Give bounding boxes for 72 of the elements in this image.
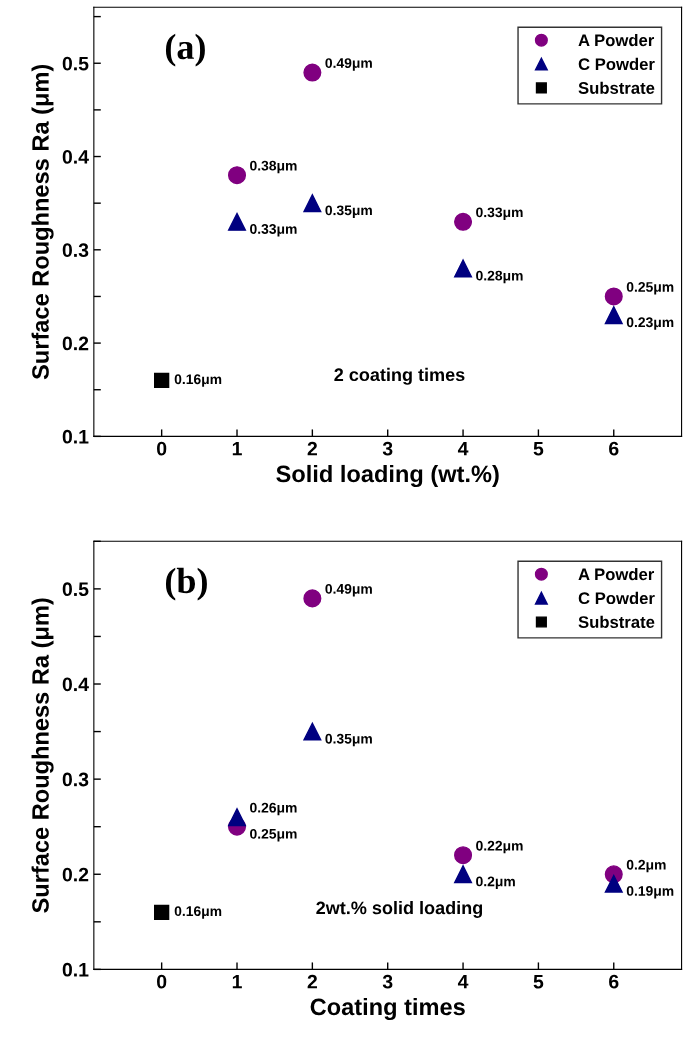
data-label: 0.38μm bbox=[250, 160, 297, 174]
data-label: 0.25μm bbox=[626, 282, 674, 295]
y-tick-label: 0.3 bbox=[62, 243, 89, 258]
legend-label: A Powder bbox=[578, 567, 655, 581]
x-tick-label: 1 bbox=[232, 441, 242, 456]
text: (b) bbox=[165, 567, 207, 601]
x-tick-label: 3 bbox=[382, 974, 393, 989]
x-tick-label: 3 bbox=[382, 441, 393, 456]
data-label: 0.26μm bbox=[250, 802, 297, 816]
point bbox=[303, 722, 322, 741]
x-axis-title: Coating times bbox=[310, 997, 465, 1021]
point bbox=[154, 372, 170, 389]
y-axis-title: Surface Roughness Ra (μm) bbox=[31, 598, 54, 913]
data-label: 0.28μm bbox=[476, 270, 523, 284]
legend-label: Substrate bbox=[578, 81, 655, 94]
annotation: 2 coating times bbox=[334, 367, 465, 385]
y-axis-title: Surface Roughness Ra (μm) bbox=[31, 64, 54, 380]
point bbox=[154, 904, 170, 920]
y-tick-label: 0.1 bbox=[62, 962, 89, 977]
x-tick-label: 0 bbox=[157, 441, 167, 456]
data-label: 0.23μm bbox=[626, 317, 674, 330]
data-label: 0.2μm bbox=[476, 876, 515, 890]
data-label: 0.49μm bbox=[325, 58, 372, 71]
data-label: 0.25μm bbox=[250, 828, 297, 842]
x-tick-label: 2 bbox=[307, 441, 317, 456]
point bbox=[303, 589, 322, 608]
point bbox=[303, 63, 322, 82]
y-tick-label: 0.4 bbox=[62, 150, 89, 164]
y-tick-label: 0.2 bbox=[62, 867, 89, 882]
point bbox=[227, 166, 247, 185]
x-tick-label: 5 bbox=[533, 441, 544, 456]
data-label: 0.19μm bbox=[626, 886, 674, 899]
point bbox=[604, 287, 623, 306]
x-tick-label: 1 bbox=[232, 974, 242, 989]
legend-label: Substrate bbox=[578, 615, 655, 628]
x-tick-label: 4 bbox=[457, 974, 469, 989]
y-tick-label: 0.2 bbox=[62, 336, 89, 351]
legend-label: C Powder bbox=[578, 591, 655, 605]
point bbox=[454, 846, 473, 865]
y-tick-label: 0.5 bbox=[62, 56, 89, 71]
data-label: 0.33μm bbox=[476, 207, 523, 220]
data-label: 0.33μm bbox=[250, 224, 297, 237]
x-tick-label: 0 bbox=[157, 974, 167, 989]
point bbox=[604, 874, 623, 893]
data-label: 0.35μm bbox=[325, 733, 372, 747]
y-tick-label: 0.4 bbox=[62, 677, 89, 692]
point bbox=[454, 865, 473, 884]
data-label: 0.35μm bbox=[325, 205, 372, 218]
text: (a) bbox=[165, 33, 205, 67]
point bbox=[454, 259, 473, 278]
annotation: 2wt.% solid loading bbox=[316, 901, 483, 918]
x-tick-label: 6 bbox=[609, 441, 619, 456]
data-label: 0.16μm bbox=[174, 374, 222, 387]
point bbox=[454, 212, 473, 231]
x-tick-label: 2 bbox=[307, 974, 317, 989]
data-label: 0.16μm bbox=[174, 906, 222, 919]
y-tick-label: 0.1 bbox=[62, 429, 89, 444]
data-label: 0.22μm bbox=[476, 840, 523, 854]
point bbox=[227, 212, 247, 231]
x-tick-label: 5 bbox=[533, 974, 544, 989]
y-tick-label: 0.3 bbox=[62, 772, 89, 787]
point bbox=[227, 808, 247, 827]
x-tick-label: 4 bbox=[457, 441, 469, 456]
legend-label: C Powder bbox=[578, 57, 655, 71]
point bbox=[604, 306, 623, 325]
x-tick-label: 6 bbox=[609, 974, 619, 989]
point bbox=[303, 194, 322, 213]
x-axis-title: Solid loading (wt.%) bbox=[276, 464, 499, 488]
data-label: 0.2μm bbox=[626, 859, 666, 873]
legend-label: A Powder bbox=[578, 33, 655, 47]
y-tick-label: 0.5 bbox=[62, 582, 89, 597]
data-label: 0.49μm bbox=[325, 583, 372, 597]
